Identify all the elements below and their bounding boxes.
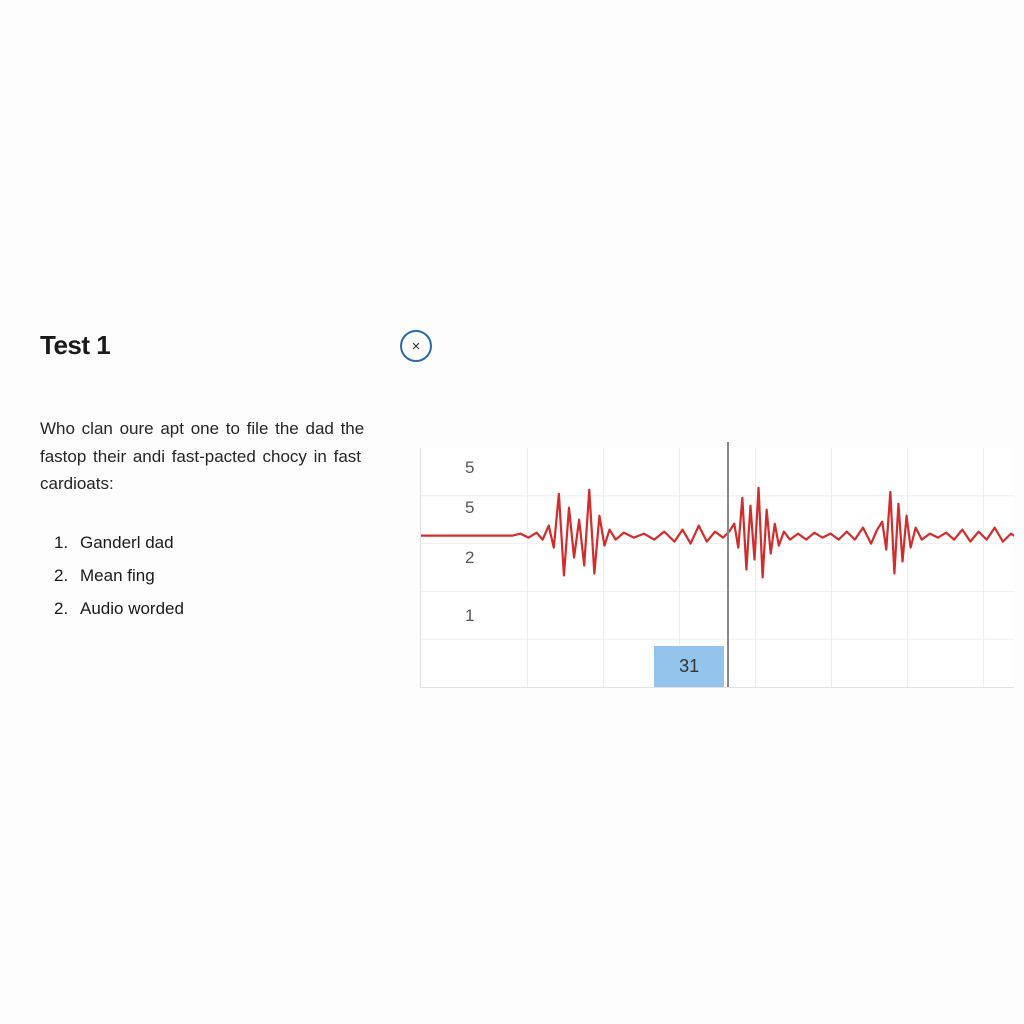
close-icon: × [412,338,421,355]
option-label: Audio worded [80,592,184,625]
option-label: Ganderl dad [80,526,174,559]
y-label: 5 [465,458,474,478]
chart-box: 5 5 2 1 31 [420,448,1014,688]
y-label: 1 [465,606,474,626]
y-label: 2 [465,548,474,568]
close-button[interactable]: × [400,330,432,362]
option-number: 2. [54,559,80,592]
content-row: Test 1 Who clan oure apt one to file the… [40,330,1014,625]
options-list: 1. Ganderl dad 2. Mean fing 2. Audio wor… [40,526,390,625]
chart-cursor[interactable] [727,442,729,687]
option-label: Mean fing [80,559,155,592]
x-badge[interactable]: 31 [654,646,724,687]
chart-panel: × 5 5 2 1 31 [400,330,1014,625]
option-item[interactable]: 2. Audio worded [54,592,390,625]
option-number: 1. [54,526,80,559]
ecg-chart: 5 5 2 1 31 [420,448,1014,688]
option-item[interactable]: 2. Mean fing [54,559,390,592]
option-item[interactable]: 1. Ganderl dad [54,526,390,559]
page: Test 1 Who clan oure apt one to file the… [0,0,1024,1024]
y-label: 5 [465,498,474,518]
question-text: Who clan oure apt one to file the dad th… [40,415,390,498]
option-number: 2. [54,592,80,625]
test-title: Test 1 [40,330,390,361]
question-panel: Test 1 Who clan oure apt one to file the… [40,330,390,625]
x-badge-value: 31 [679,656,699,676]
